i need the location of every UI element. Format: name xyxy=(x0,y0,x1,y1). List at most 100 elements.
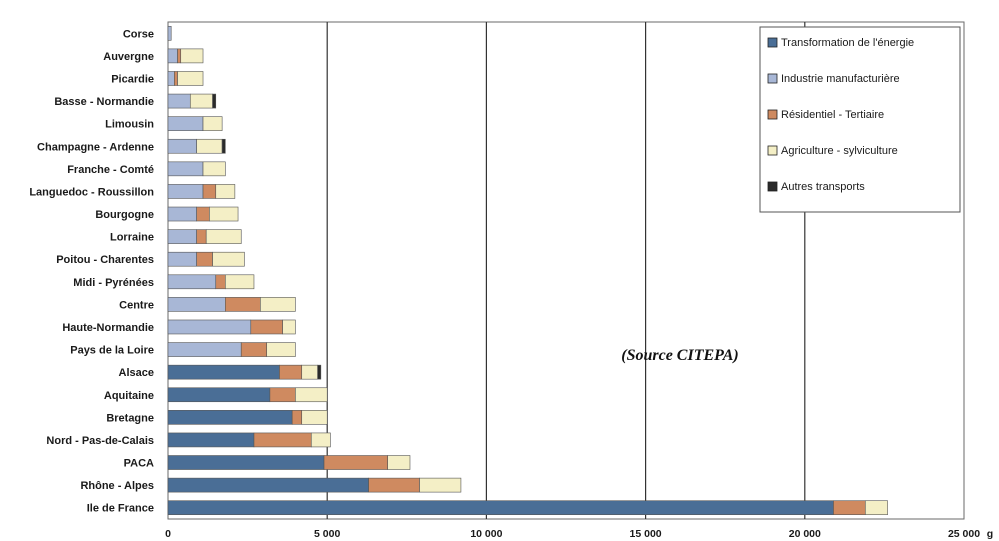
bar-segment xyxy=(167,138,197,154)
bar-segment xyxy=(205,229,242,244)
bar-segment xyxy=(215,274,226,290)
bar-segment xyxy=(310,432,331,448)
bar-segment xyxy=(212,251,245,267)
x-tick-label: 0 xyxy=(165,528,171,540)
bar-segment xyxy=(266,342,296,357)
bar-segment xyxy=(212,93,217,109)
bar-segment xyxy=(301,364,318,380)
bar-segment xyxy=(167,432,255,448)
bar-segment xyxy=(167,500,834,516)
bar-segment xyxy=(291,410,303,425)
legend-label: Autres transports xyxy=(781,181,865,193)
bar-segment xyxy=(174,71,178,86)
legend-label: Résidentiel - Tertiaire xyxy=(781,109,884,121)
bar-segment xyxy=(279,364,303,380)
category-label: Ile de France xyxy=(87,503,154,515)
bar-segment xyxy=(253,432,312,448)
bar-segment xyxy=(180,48,204,64)
bar-segment xyxy=(864,500,888,516)
bar-segment xyxy=(167,342,242,357)
bar-segment xyxy=(295,387,328,403)
bar-segment xyxy=(833,500,866,516)
bar-segment xyxy=(167,25,172,41)
bar-segment xyxy=(167,48,178,64)
bar-segment xyxy=(167,116,204,131)
x-tick-label: 15 000 xyxy=(630,528,662,540)
category-labels: Corse Auvergne Picardie Basse - Normandie Li… xyxy=(29,28,154,514)
bar-segment xyxy=(240,342,268,357)
bar-segment xyxy=(196,138,223,154)
bar-segment xyxy=(215,184,236,199)
category-label: Limousin xyxy=(105,119,154,131)
legend-label: Transformation de l'énergie xyxy=(781,37,914,49)
bar-segment xyxy=(282,319,296,335)
category-label: PACA xyxy=(124,458,154,470)
bar-segment xyxy=(167,184,204,199)
category-label: Nord - Pas-de-Calais xyxy=(46,435,154,447)
legend-box xyxy=(759,26,961,213)
bar-segment xyxy=(167,206,197,222)
x-tick-label: 25 000 xyxy=(948,528,980,540)
category-label: Basse - Normandie xyxy=(54,96,154,108)
category-label: Picardie xyxy=(111,73,154,85)
x-tick-label: 5 000 xyxy=(314,528,340,540)
bar-segment xyxy=(177,48,182,64)
legend-swatch xyxy=(767,37,778,48)
category-label: Auvergne xyxy=(103,51,154,63)
bar-segment xyxy=(167,455,325,470)
bar-segment xyxy=(196,206,210,222)
legend-swatch xyxy=(767,73,778,84)
bar-segment xyxy=(167,364,280,380)
category-label: Haute-Normandie xyxy=(62,322,154,334)
category-label: Rhône - Alpes xyxy=(80,480,154,492)
category-label: Alsace xyxy=(119,367,154,379)
bar-segment xyxy=(202,116,223,131)
bar-segment xyxy=(368,477,420,493)
bar-segment xyxy=(167,161,204,177)
bar-segment xyxy=(323,455,388,470)
bars xyxy=(167,25,888,516)
category-label: Centre xyxy=(119,299,154,311)
bar-segment xyxy=(167,93,191,109)
bar-segment xyxy=(167,387,271,403)
bar-segment xyxy=(269,387,296,403)
bar-segment xyxy=(167,274,217,290)
category-label: Bretagne xyxy=(106,412,154,424)
bar-segment xyxy=(202,184,217,199)
legend-swatch xyxy=(767,109,778,120)
bar-segment xyxy=(167,410,293,425)
category-label: Franche - Comté xyxy=(67,164,154,176)
bar-segment xyxy=(225,297,261,312)
category-label: Languedoc - Roussillon xyxy=(29,186,154,198)
bar-segment xyxy=(167,229,197,244)
bar-segment xyxy=(177,71,204,86)
category-label: Pays de la Loire xyxy=(70,345,154,357)
x-unit-label: g xyxy=(987,528,993,540)
x-tick-label: 10 000 xyxy=(470,528,502,540)
bar-segment xyxy=(317,364,322,380)
bar-segment xyxy=(260,297,296,312)
bar-segment xyxy=(209,206,239,222)
category-label: Corse xyxy=(123,28,154,40)
category-label: Midi - Pyrénées xyxy=(73,277,154,289)
category-label: Aquitaine xyxy=(104,390,154,402)
category-label: Poitou - Charentes xyxy=(56,254,154,266)
category-label: Bourgogne xyxy=(95,209,154,221)
bar-segment xyxy=(419,477,462,493)
bar-segment xyxy=(202,161,226,177)
bar-segment xyxy=(387,455,411,470)
legend-label: Agriculture - sylviculture xyxy=(781,145,898,157)
bar-segment xyxy=(167,297,226,312)
x-tick-label: 20 000 xyxy=(789,528,821,540)
bar-segment xyxy=(221,138,226,154)
bar-segment xyxy=(301,410,328,425)
category-label: Champagne - Ardenne xyxy=(37,141,154,153)
bar-segment xyxy=(225,274,255,290)
bar-segment xyxy=(250,319,283,335)
bar-segment xyxy=(189,93,213,109)
category-label: Lorraine xyxy=(110,232,154,244)
bar-segment xyxy=(167,71,175,86)
legend-label: Industrie manufacturière xyxy=(781,73,900,85)
legend: Transformation de l'énergie Industrie man… xyxy=(759,26,961,213)
